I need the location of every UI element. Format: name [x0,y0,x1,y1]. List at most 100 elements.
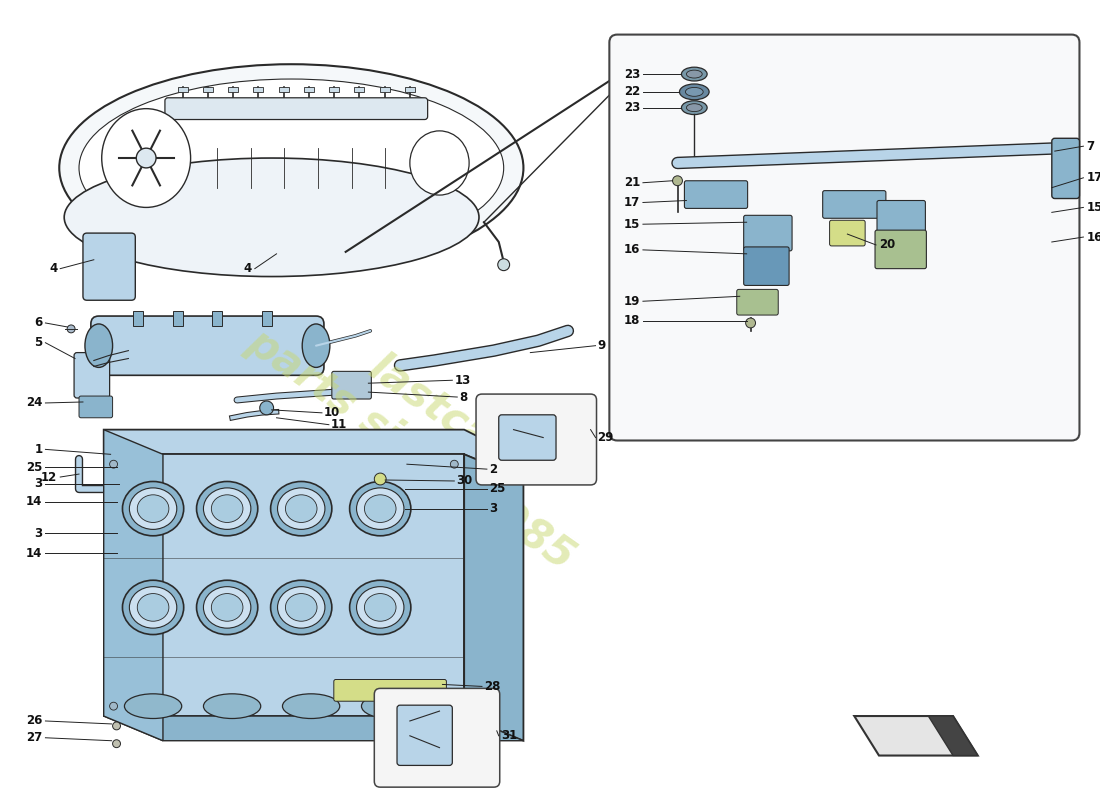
Ellipse shape [362,694,419,718]
Ellipse shape [130,586,177,628]
Ellipse shape [79,79,504,257]
Bar [304,87,313,92]
Ellipse shape [364,495,396,522]
Text: 17: 17 [1087,171,1100,184]
Ellipse shape [271,580,332,634]
Text: 13: 13 [454,374,471,386]
Bar [278,87,288,92]
Text: 4: 4 [50,262,57,275]
Bar [329,87,339,92]
Ellipse shape [277,488,324,530]
Text: 28: 28 [484,680,500,693]
Text: 21: 21 [624,176,640,190]
Polygon shape [855,716,978,755]
Polygon shape [103,716,524,741]
Text: 23: 23 [624,101,640,114]
Ellipse shape [211,594,243,622]
Bar [228,87,238,92]
FancyBboxPatch shape [1052,138,1079,198]
Ellipse shape [283,694,340,718]
Ellipse shape [122,580,184,634]
Ellipse shape [685,87,703,96]
FancyBboxPatch shape [82,233,135,300]
Bar [405,87,415,92]
Bar [354,87,364,92]
Circle shape [746,318,756,328]
FancyBboxPatch shape [165,98,428,119]
Ellipse shape [204,694,261,718]
Circle shape [498,258,509,270]
Text: 11: 11 [331,418,348,431]
Bar [204,87,213,92]
Ellipse shape [122,482,184,536]
Circle shape [112,722,121,730]
FancyBboxPatch shape [877,201,925,234]
Ellipse shape [197,580,257,634]
Bar [253,87,263,92]
FancyBboxPatch shape [609,34,1079,441]
FancyBboxPatch shape [498,415,556,460]
FancyBboxPatch shape [737,290,778,315]
Text: 10: 10 [323,406,340,419]
FancyBboxPatch shape [744,247,789,286]
Bar [379,87,389,92]
Circle shape [110,702,118,710]
Circle shape [67,325,75,333]
Text: 9: 9 [597,339,606,352]
Ellipse shape [686,104,702,112]
Ellipse shape [85,324,112,367]
Text: 14: 14 [26,546,43,559]
Text: 29: 29 [597,431,614,444]
Text: 17: 17 [624,196,640,209]
Bar [212,311,222,326]
FancyBboxPatch shape [397,705,452,766]
Polygon shape [103,430,524,479]
Text: 20: 20 [879,238,895,251]
FancyBboxPatch shape [79,396,112,418]
Circle shape [450,460,459,468]
Text: 3: 3 [34,478,43,490]
Ellipse shape [364,594,396,622]
Bar [133,311,143,326]
Polygon shape [464,454,524,741]
Ellipse shape [64,158,478,277]
Ellipse shape [356,488,404,530]
FancyBboxPatch shape [744,215,792,251]
Ellipse shape [285,594,317,622]
Text: 7: 7 [1087,140,1094,153]
Text: 4: 4 [243,262,252,275]
FancyBboxPatch shape [74,353,110,398]
Text: 31: 31 [500,730,517,742]
Text: 27: 27 [26,731,43,744]
FancyBboxPatch shape [333,679,447,702]
Ellipse shape [686,70,702,78]
Text: 16: 16 [624,243,640,256]
Polygon shape [103,430,163,741]
Circle shape [260,401,274,415]
Text: 14: 14 [26,495,43,508]
Circle shape [112,740,121,748]
Ellipse shape [138,495,169,522]
Text: 18: 18 [624,314,640,327]
Ellipse shape [277,586,324,628]
Circle shape [136,148,156,168]
Text: 19: 19 [624,294,640,308]
Circle shape [374,473,386,485]
Polygon shape [103,454,464,716]
FancyBboxPatch shape [374,688,499,787]
Text: 6: 6 [34,317,43,330]
Text: 3: 3 [34,527,43,540]
Ellipse shape [124,694,182,718]
Text: 1: 1 [34,443,43,456]
Bar [173,311,183,326]
Text: 25: 25 [26,461,43,474]
Bar [178,87,188,92]
FancyBboxPatch shape [874,230,926,269]
Text: 26: 26 [26,714,43,727]
Text: 3: 3 [488,502,497,515]
Circle shape [110,460,118,468]
Ellipse shape [138,594,169,622]
Ellipse shape [204,586,251,628]
Text: 12: 12 [41,470,57,483]
Ellipse shape [59,64,524,272]
